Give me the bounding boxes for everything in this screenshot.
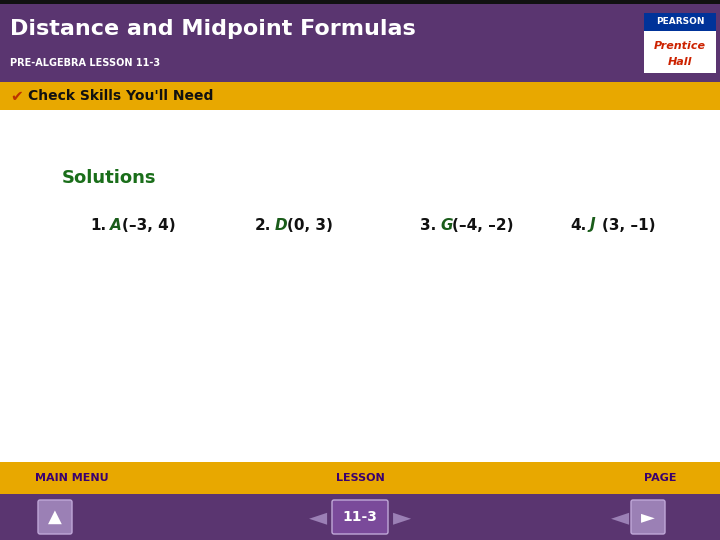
Bar	[644, 13, 716, 73]
FancyBboxPatch shape	[332, 500, 388, 534]
Text: PRE-ALGEBRA LESSON 11-3: PRE-ALGEBRA LESSON 11-3	[10, 57, 160, 68]
Text: D: D	[275, 218, 287, 233]
Text: ►: ►	[393, 505, 411, 529]
Text: PAGE: PAGE	[644, 473, 676, 483]
Text: ►: ►	[641, 508, 655, 526]
FancyBboxPatch shape	[38, 500, 72, 534]
Text: Solutions: Solutions	[62, 169, 156, 187]
Text: Hall: Hall	[667, 57, 692, 67]
Bar	[0, 494, 720, 540]
Text: (3, –1): (3, –1)	[602, 218, 655, 233]
Text: ▲: ▲	[48, 508, 62, 526]
Text: (–3, 4): (–3, 4)	[122, 218, 176, 233]
Text: (–4, –2): (–4, –2)	[452, 218, 513, 233]
Text: Check Skills You'll Need: Check Skills You'll Need	[28, 89, 213, 103]
Text: J: J	[590, 218, 595, 233]
Text: 2.: 2.	[255, 218, 271, 233]
Text: 4.: 4.	[570, 218, 586, 233]
Bar	[0, 110, 720, 462]
Text: ◄: ◄	[611, 505, 629, 529]
Text: 3.: 3.	[420, 218, 436, 233]
FancyBboxPatch shape	[631, 500, 665, 534]
Text: LESSON: LESSON	[336, 473, 384, 483]
Text: G: G	[440, 218, 452, 233]
Text: ✔: ✔	[10, 89, 23, 104]
Bar	[0, 4, 720, 82]
Text: MAIN MENU: MAIN MENU	[35, 473, 109, 483]
Text: ◄: ◄	[309, 505, 327, 529]
Text: Prentice: Prentice	[654, 41, 706, 51]
Text: (0, 3): (0, 3)	[287, 218, 333, 233]
Text: 1.: 1.	[90, 218, 106, 233]
Bar	[0, 0, 720, 4]
Text: PEARSON: PEARSON	[656, 17, 704, 26]
Bar	[0, 462, 720, 494]
Bar	[0, 82, 720, 110]
Bar	[644, 13, 716, 31]
Text: A: A	[110, 218, 122, 233]
Text: 11-3: 11-3	[343, 510, 377, 524]
Text: Distance and Midpoint Formulas: Distance and Midpoint Formulas	[10, 19, 415, 39]
